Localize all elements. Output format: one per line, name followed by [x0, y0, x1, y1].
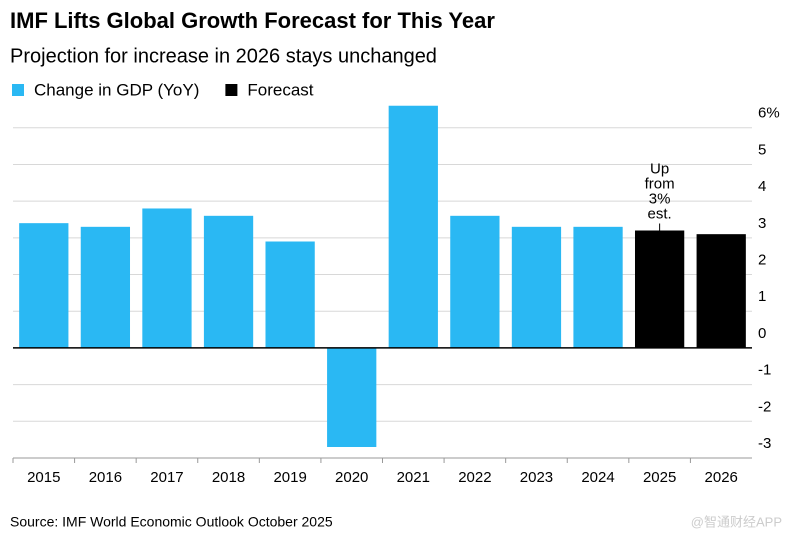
y-tick-label: -3 — [758, 435, 771, 452]
x-tick-label: 2025 — [643, 469, 676, 486]
x-tick-label: 2021 — [397, 469, 430, 486]
annotation: 3% — [649, 190, 671, 207]
y-tick-label: 3 — [758, 215, 766, 232]
legend-label: Change in GDP (YoY) — [34, 80, 199, 99]
source: Source: IMF World Economic Outlook Octob… — [10, 514, 333, 530]
watermark: @智通财经APP — [691, 514, 782, 529]
bar — [450, 215, 500, 348]
chart-title: IMF Lifts Global Growth Forecast for Thi… — [10, 8, 495, 33]
x-tick-label: 2024 — [581, 469, 614, 486]
x-tick-label: 2015 — [27, 469, 60, 486]
chart-subtitle: Projection for increase in 2026 stays un… — [10, 45, 437, 67]
x-tick-label: 2022 — [458, 469, 491, 486]
bar — [634, 230, 685, 348]
bar — [327, 347, 377, 447]
bar — [80, 226, 131, 348]
annotation: Up — [650, 160, 669, 177]
x-tick-label: 2023 — [520, 469, 553, 486]
y-tick-label: 6% — [758, 105, 780, 122]
y-tick-label: -2 — [758, 398, 771, 415]
x-tick-label: 2016 — [89, 469, 122, 486]
bar — [142, 208, 192, 348]
x-tick-label: 2019 — [273, 469, 306, 486]
bar — [19, 223, 69, 348]
y-tick-label: 5 — [758, 141, 766, 158]
y-tick-label: 0 — [758, 325, 766, 342]
x-tick-label: 2018 — [212, 469, 245, 486]
bar — [573, 226, 623, 348]
legend-swatch — [225, 84, 238, 96]
legend-swatch — [12, 84, 24, 96]
annotation: est. — [648, 205, 672, 222]
y-tick-label: 2 — [758, 251, 766, 268]
x-tick-label: 2026 — [705, 469, 738, 486]
bar — [203, 215, 254, 348]
x-tick-label: 2020 — [335, 469, 368, 486]
bar — [388, 105, 438, 348]
legend-label: Forecast — [247, 80, 313, 99]
bar — [265, 241, 315, 348]
y-tick-label: 4 — [758, 178, 766, 195]
y-tick-label: 1 — [758, 288, 766, 305]
annotation: from — [645, 175, 675, 192]
bar — [511, 226, 562, 348]
x-tick-label: 2017 — [150, 469, 183, 486]
bar — [696, 234, 746, 348]
y-tick-label: -1 — [758, 362, 771, 379]
